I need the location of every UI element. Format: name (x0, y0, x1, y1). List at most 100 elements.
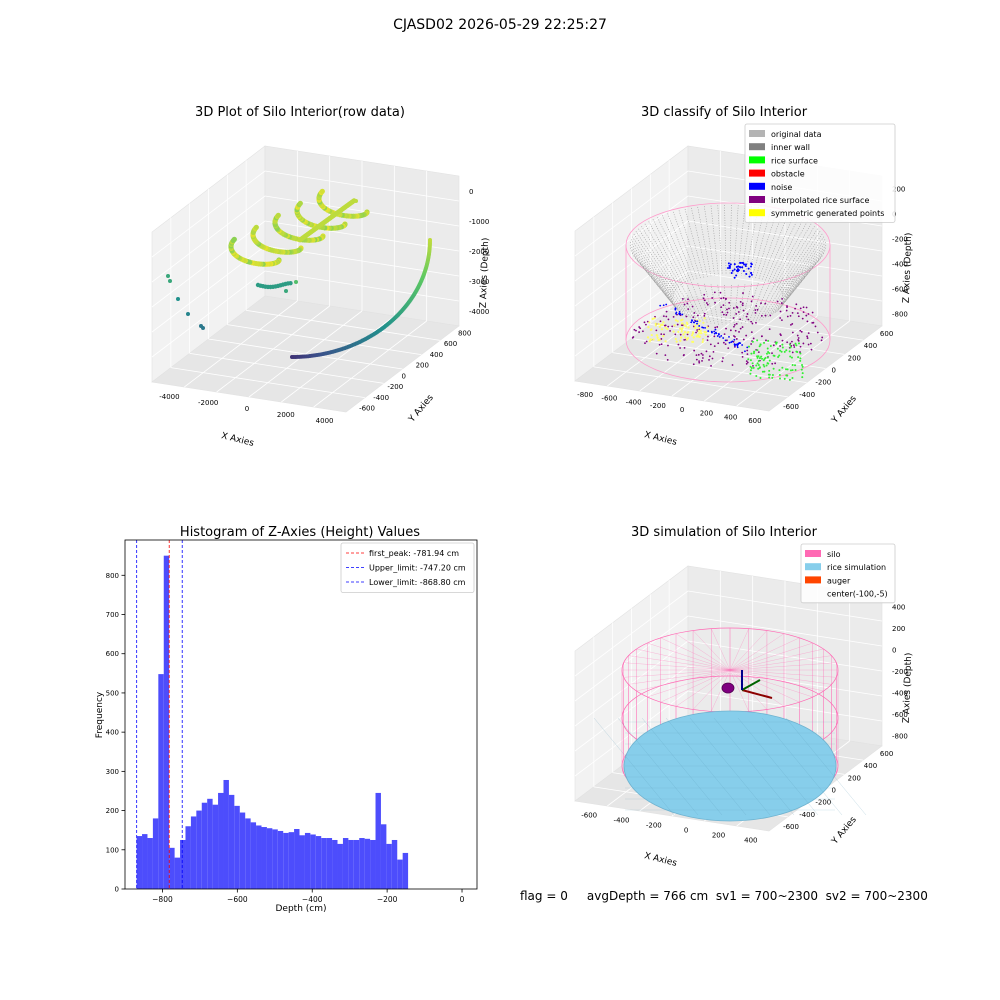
noise-point (728, 336, 730, 338)
symmetric-point (675, 319, 677, 321)
interpolated-rice-point (706, 302, 708, 304)
symmetric-point (686, 323, 688, 325)
rice-surface-point (763, 366, 765, 368)
noise-point (739, 266, 741, 268)
y-tick-label: 200 (848, 354, 861, 362)
histogram-bar (386, 844, 391, 889)
panel-title: 3D simulation of Silo Interior (631, 525, 818, 540)
interpolated-rice-point (755, 312, 757, 314)
interpolated-rice-point (740, 328, 742, 330)
interpolated-rice-point (802, 343, 804, 345)
interpolated-rice-point (742, 292, 744, 294)
interpolated-rice-point (765, 315, 767, 317)
interpolated-rice-point (677, 344, 679, 346)
rice-surface-point (801, 364, 803, 366)
interpolated-rice-point (714, 327, 716, 329)
legend-label: rice surface (771, 156, 818, 165)
legend-swatch (749, 130, 765, 137)
rice-surface-point (750, 366, 752, 368)
interpolated-rice-point (747, 319, 749, 321)
interpolated-rice-point (803, 311, 805, 313)
noise-point (745, 265, 747, 267)
symmetric-point (683, 324, 685, 326)
legend-label: obstacle (771, 170, 805, 179)
z-axis-label: Z Axies (Depth) (479, 238, 491, 309)
histogram-bar (245, 818, 250, 889)
x-tick-label: 0 (460, 895, 465, 904)
interpolated-rice-point (655, 329, 657, 331)
symmetric-point (687, 337, 689, 339)
rice-surface-point (802, 366, 804, 368)
histogram-bar (327, 838, 332, 889)
rice-surface-point (801, 376, 803, 378)
y-tick-label: 500 (106, 689, 119, 697)
y-tick-label: 200 (106, 807, 119, 815)
rice-surface-point (787, 368, 789, 370)
interpolated-rice-point (713, 351, 715, 353)
rice-surface-point (756, 349, 758, 351)
interpolated-rice-point (793, 344, 795, 346)
interpolated-rice-point (736, 323, 738, 325)
interpolated-rice-point (743, 339, 745, 341)
histogram-bar (343, 838, 348, 889)
symmetric-point (647, 336, 649, 338)
interpolated-rice-point (781, 302, 783, 304)
interpolated-rice-point (721, 311, 723, 313)
interpolated-rice-point (752, 296, 754, 298)
y-tick-label: 0 (832, 367, 836, 375)
histogram-bar (300, 835, 305, 889)
interpolated-rice-point (692, 316, 694, 318)
x-tick-label: 0 (245, 405, 249, 413)
interpolated-rice-point (752, 365, 754, 367)
interpolated-rice-point (782, 340, 784, 342)
interpolated-rice-point (693, 350, 695, 352)
noise-point (748, 268, 750, 270)
rice-surface-point (750, 369, 752, 371)
y-tick-label: -200 (815, 379, 831, 387)
interpolated-rice-point (811, 349, 813, 351)
rice-surface-point (789, 346, 791, 348)
panel-histogram: Histogram of Z-Axies (Height) Values −80… (95, 525, 477, 914)
interpolated-rice-point (771, 352, 773, 354)
z-tick-label: 400 (892, 604, 905, 612)
x-tick-label: 200 (712, 832, 725, 840)
interpolated-rice-point (798, 340, 800, 342)
x-tick-label: -800 (577, 391, 593, 399)
interpolated-rice-point (706, 350, 708, 352)
interpolated-rice-point (723, 304, 725, 306)
legend-label: silo (827, 550, 841, 559)
interpolated-rice-point (793, 346, 795, 348)
interpolated-rice-point (733, 335, 735, 337)
interpolated-rice-point (764, 303, 766, 305)
histogram-bar (234, 806, 239, 889)
histogram-bar (403, 853, 408, 889)
symmetric-point (681, 330, 683, 332)
y-tick-label: 400 (864, 342, 877, 350)
interpolated-rice-point (707, 336, 709, 338)
scatter-point (428, 238, 432, 242)
interpolated-rice-point (720, 298, 722, 300)
y-tick-label: -400 (799, 391, 815, 399)
rice-surface-point (773, 355, 775, 357)
rice-surface-point (792, 364, 794, 366)
interpolated-rice-point (707, 304, 709, 306)
y-tick-label: -600 (783, 823, 799, 831)
y-tick-label: 700 (106, 611, 119, 619)
histogram-bar (359, 838, 364, 889)
noise-point (728, 262, 730, 264)
symmetric-point (680, 337, 682, 339)
interpolated-rice-point (664, 325, 666, 327)
interpolated-rice-point (667, 359, 669, 361)
z-tick-label: 0 (892, 647, 896, 655)
interpolated-rice-point (777, 301, 779, 303)
rice-surface-point (795, 344, 797, 346)
legend-label: interpolated rice surface (771, 196, 869, 205)
legend-label: Upper_limit: -747.20 cm (369, 564, 466, 573)
noise-point (749, 276, 751, 278)
interpolated-rice-point (746, 316, 748, 318)
rice-surface-point (763, 342, 765, 344)
interpolated-rice-point (703, 297, 705, 299)
rice-surface-point (758, 364, 760, 366)
noise-point (750, 262, 752, 264)
interpolated-rice-point (725, 328, 727, 330)
